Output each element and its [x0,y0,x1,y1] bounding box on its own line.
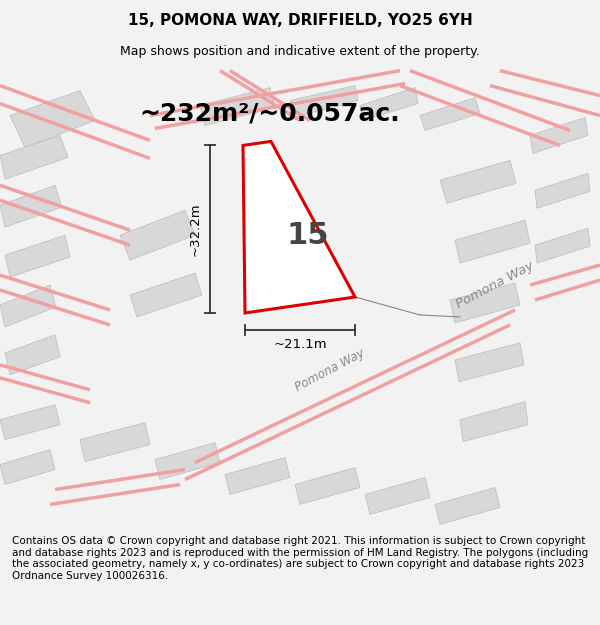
Polygon shape [535,173,590,208]
Text: ~232m²/~0.057ac.: ~232m²/~0.057ac. [140,101,400,126]
Polygon shape [200,88,275,126]
Polygon shape [0,285,56,327]
Polygon shape [243,141,355,313]
Text: Pomona Way: Pomona Way [293,346,367,394]
Polygon shape [530,118,588,153]
Text: Pomona Way: Pomona Way [454,259,536,311]
Polygon shape [155,442,220,479]
Polygon shape [5,335,60,375]
Polygon shape [455,343,524,382]
Text: Map shows position and indicative extent of the property.: Map shows position and indicative extent… [120,44,480,58]
Polygon shape [295,468,360,504]
Polygon shape [0,449,55,484]
Polygon shape [360,88,418,121]
Text: ~32.2m: ~32.2m [189,202,202,256]
Polygon shape [460,402,528,442]
Polygon shape [290,86,358,118]
Polygon shape [435,488,500,524]
Polygon shape [450,283,520,323]
Polygon shape [225,458,290,494]
Polygon shape [130,273,202,317]
Polygon shape [0,405,60,439]
Polygon shape [120,210,195,260]
Polygon shape [5,235,70,277]
Polygon shape [0,136,68,179]
Polygon shape [440,161,516,203]
Polygon shape [80,422,150,462]
Text: ~21.1m: ~21.1m [273,338,327,351]
Polygon shape [10,91,95,148]
Polygon shape [365,478,430,514]
Text: 15: 15 [287,221,329,249]
Polygon shape [420,98,480,131]
Polygon shape [455,220,530,263]
Polygon shape [535,228,590,263]
Text: Contains OS data © Crown copyright and database right 2021. This information is : Contains OS data © Crown copyright and d… [12,536,588,581]
Polygon shape [0,185,62,228]
Text: 15, POMONA WAY, DRIFFIELD, YO25 6YH: 15, POMONA WAY, DRIFFIELD, YO25 6YH [128,13,472,28]
